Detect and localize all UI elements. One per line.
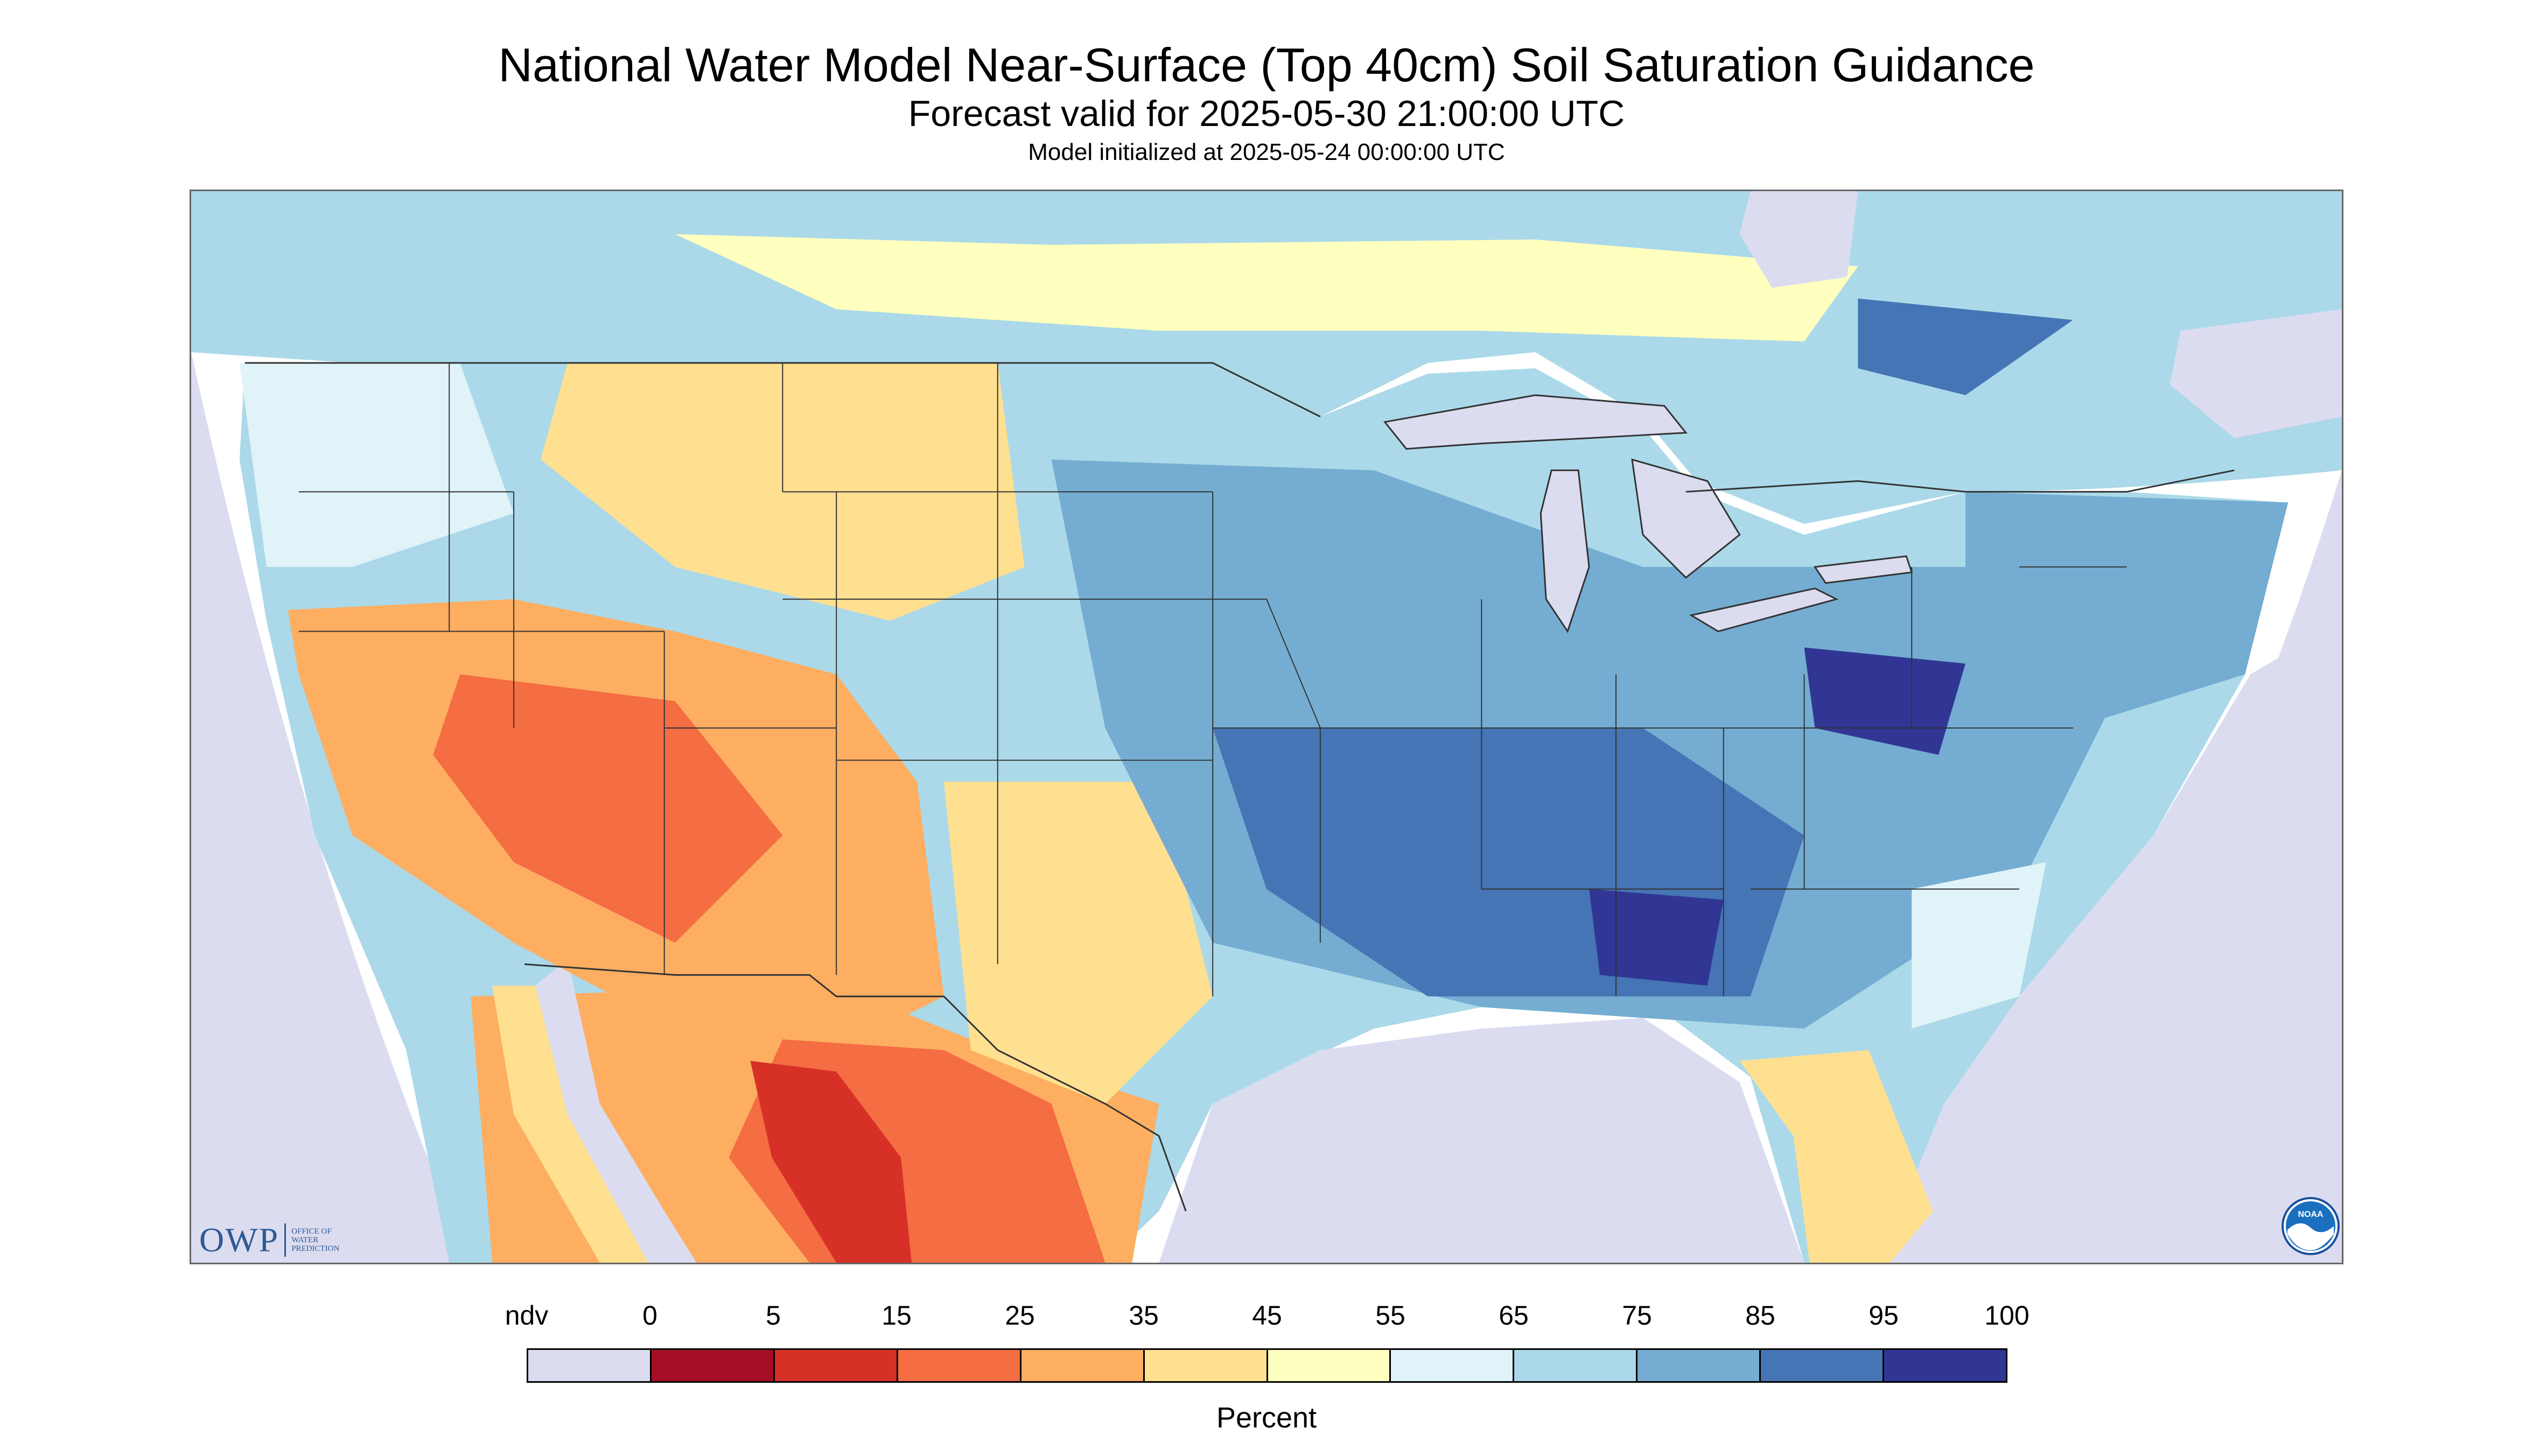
pacific-nw-light [239,363,514,567]
legend-tick-label: 5 [766,1300,781,1331]
noaa-logo: NOAA [2282,1197,2340,1255]
owp-logo-divider [284,1223,286,1257]
soil-saturation-map [190,190,2343,1264]
state-boundaries [298,363,2127,997]
lake-superior [1383,394,1688,450]
legend-title: Percent [1216,1402,1317,1434]
florida-yellow [1739,1050,1934,1263]
owp-logo-line-1: OFFICE OF [291,1227,332,1236]
canada-prairie-yellow [675,234,1858,342]
legend-tick-label: 45 [1252,1300,1282,1331]
owp-logo-line-3: PREDICTION [291,1244,340,1253]
lake-michigan [1540,469,1590,633]
quebec-moist [1858,298,2073,395]
noaa-logo-bird-wave [2287,1223,2334,1250]
atlantic-ocean [1879,620,2342,1263]
legend-swatch [651,1350,775,1381]
legend-swatch [774,1350,898,1381]
legend-tick-label: ndv [505,1300,549,1331]
legend-tick-label: 95 [1869,1300,1899,1331]
southeast-coast-pale [1912,862,2046,1029]
noaa-logo-text: NOAA [2298,1210,2324,1219]
gulf-of-california [535,958,697,1263]
owp-logo-text: OFFICE OF WATER PREDICTION [291,1227,339,1253]
map-canvas [191,191,2342,1263]
great-basin-orange [433,674,783,943]
legend-swatch [1144,1350,1268,1381]
arkansas-saturated [1589,889,1724,986]
us-mexico-border [524,963,1187,1212]
legend-swatch [1021,1350,1145,1381]
baja-peninsula [492,985,648,1263]
lake-erie [1689,587,1839,633]
model-initialized-label: Model initialized at 2025-05-24 00:00:00… [1028,139,1505,165]
hudson-bay-region [1739,191,1858,288]
legend-tick-label: 0 [642,1300,657,1331]
nodata-left-region [191,352,471,1263]
legend-tick-label: 75 [1622,1300,1652,1331]
legend-swatch [528,1350,652,1381]
legend-swatch [1638,1350,1761,1381]
gulf-of-mexico [1159,1018,1804,1263]
legend-swatch [1514,1350,1638,1381]
legend-tick-label: 25 [1005,1300,1035,1331]
gulf-of-st-lawrence [2170,309,2342,438]
legend-tick-label: 15 [881,1300,912,1331]
legend-tick-label: 65 [1499,1300,1529,1331]
owp-logo: OWP OFFICE OF WATER PREDICTION [199,1220,339,1260]
legend-swatch [898,1350,1021,1381]
texas-pale [943,781,1213,1104]
owp-logo-line-2: WATER [291,1236,319,1244]
legend-swatch [1268,1350,1391,1381]
sonora-very-dry [750,1061,912,1263]
lake-huron [1631,458,1741,579]
northeast-moist [1965,492,2289,728]
legend-tick-label: 85 [1745,1300,1775,1331]
legend-swatch [1761,1350,1885,1381]
legend-swatch [1391,1350,1515,1381]
legend-tick-label: 35 [1129,1300,1159,1331]
owp-logo-mark: OWP [199,1221,279,1259]
forecast-valid-subtitle: Forecast valid for 2025-05-30 21:00:00 U… [908,93,1625,134]
legend-tick-label: 55 [1375,1300,1405,1331]
map-title: National Water Model Near-Surface (Top 4… [498,38,2035,92]
legend-colorbar [527,1348,2007,1383]
us-canada-border [244,362,2235,493]
legend-tick-label: 100 [1984,1300,2030,1331]
legend-swatch [1884,1350,2006,1381]
